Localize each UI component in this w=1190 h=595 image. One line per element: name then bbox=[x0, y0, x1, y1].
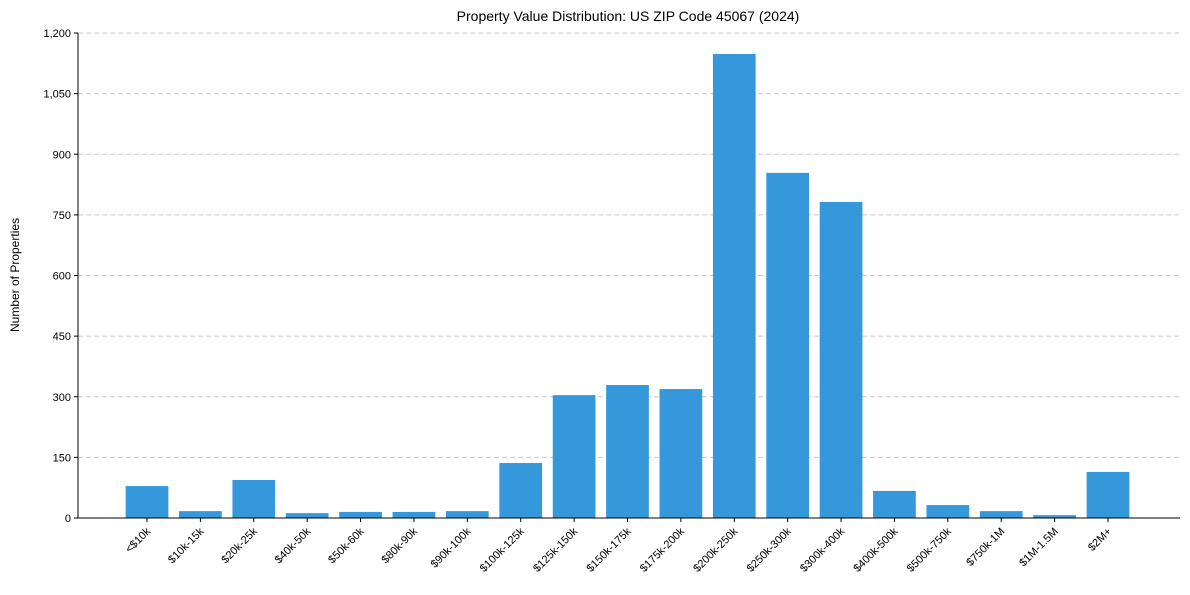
x-tick-label: $125k-150k bbox=[531, 525, 580, 574]
bar bbox=[499, 463, 543, 518]
x-tick-label: $10k-15k bbox=[166, 525, 207, 566]
x-tick-label: $400k-500k bbox=[851, 525, 900, 574]
bar bbox=[232, 480, 276, 518]
bar bbox=[125, 486, 169, 518]
bar bbox=[712, 54, 756, 519]
y-tick-label: 1,200 bbox=[43, 28, 71, 40]
y-tick-label: 750 bbox=[53, 210, 71, 222]
y-axis-ticks: 0 150 300 450 600 750 900 1,050 1,200 bbox=[43, 28, 78, 525]
x-tick-label: $200k-250k bbox=[691, 525, 740, 574]
y-tick-label: 450 bbox=[53, 331, 71, 343]
bar bbox=[766, 172, 810, 518]
y-tick-label: 0 bbox=[65, 513, 71, 525]
x-tick-label: $150k-175k bbox=[584, 525, 633, 574]
bar bbox=[926, 505, 970, 518]
x-tick-label: $100k-125k bbox=[478, 525, 527, 574]
x-tick-label: $40k-50k bbox=[273, 525, 314, 566]
y-tick-label: 300 bbox=[53, 392, 71, 404]
bar bbox=[1033, 515, 1076, 518]
x-tick-label: $1M-1.5M bbox=[1017, 526, 1061, 570]
x-tick-label: <$10k bbox=[123, 525, 153, 555]
x-tick-label: $90k-100k bbox=[429, 525, 474, 570]
bar bbox=[659, 389, 703, 518]
bars bbox=[125, 54, 1130, 519]
bar bbox=[285, 513, 329, 518]
chart-title: Property Value Distribution: US ZIP Code… bbox=[457, 8, 800, 24]
bar bbox=[1086, 471, 1130, 518]
bar bbox=[339, 511, 382, 518]
bar bbox=[873, 490, 916, 518]
y-tick-label: 600 bbox=[53, 271, 71, 283]
x-axis-ticks: <$10k $10k-15k $20k-25k $40k-50k $50k-60k $80… bbox=[123, 518, 1114, 575]
bar bbox=[179, 511, 222, 518]
bar bbox=[979, 511, 1023, 518]
x-tick-label: $250k-300k bbox=[745, 525, 794, 574]
bar bbox=[552, 395, 596, 518]
bar bbox=[392, 511, 436, 518]
bar bbox=[606, 385, 649, 518]
x-tick-label: $175k-200k bbox=[638, 525, 687, 574]
y-tick-label: 900 bbox=[53, 149, 71, 161]
x-tick-label: $300k-400k bbox=[798, 525, 847, 574]
y-tick-label: 150 bbox=[53, 452, 71, 464]
bar bbox=[819, 201, 863, 519]
x-tick-label: $50k-60k bbox=[326, 525, 367, 566]
x-tick-label: $20k-25k bbox=[219, 525, 260, 566]
y-axis-label: Number of Properties bbox=[8, 218, 22, 332]
bar bbox=[445, 511, 489, 518]
x-tick-label: $500k-750k bbox=[905, 525, 954, 574]
x-tick-label: $750k-1M bbox=[964, 526, 1007, 569]
x-tick-label: $2M+ bbox=[1086, 526, 1114, 554]
y-tick-label: 1,050 bbox=[43, 89, 71, 101]
x-tick-label: $80k-90k bbox=[380, 525, 421, 566]
